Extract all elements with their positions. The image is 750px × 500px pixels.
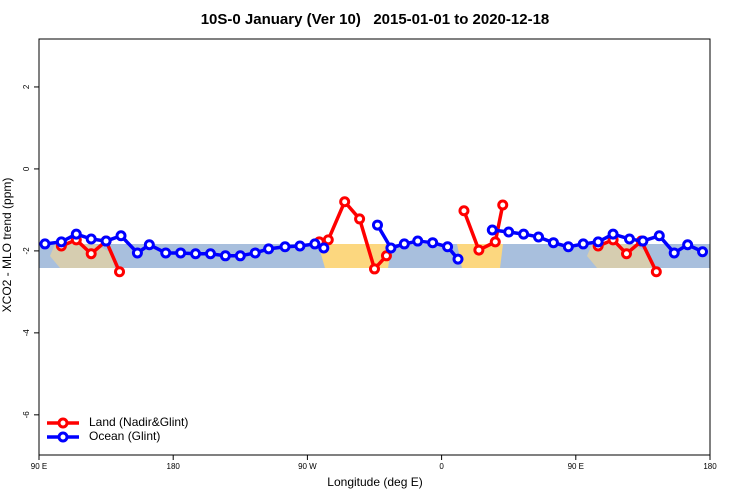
land-patch [457, 244, 503, 268]
data-point [577, 238, 589, 250]
data-point [697, 246, 709, 258]
data-point [427, 237, 439, 249]
data-point [190, 248, 202, 260]
land-patch [50, 244, 115, 268]
data-point [114, 266, 126, 278]
y-tick-label: 0 [22, 166, 31, 171]
data-point [398, 238, 410, 250]
data-point [653, 230, 665, 242]
data-point [682, 239, 694, 251]
data-point [160, 247, 172, 259]
x-tick-label: 180 [167, 462, 181, 471]
data-point [473, 244, 485, 256]
x-tick-label: 90 W [298, 462, 317, 471]
data-point [486, 224, 498, 236]
data-point [623, 233, 635, 245]
data-point [637, 235, 649, 247]
data-point [503, 226, 515, 238]
data-point [533, 231, 545, 243]
data-point [322, 234, 334, 246]
chart-title: 10S-0 January (Ver 10) 2015-01-01 to 202… [201, 11, 550, 28]
data-point [318, 242, 330, 254]
land-patch [587, 244, 652, 268]
legend-marker [57, 431, 69, 443]
x-tick-label: 180 [703, 462, 717, 471]
data-point [70, 228, 82, 240]
data-point [55, 236, 67, 248]
data-point [442, 241, 454, 253]
data-point [339, 196, 351, 208]
legend-label: Land (Nadir&Glint) [89, 415, 188, 429]
data-point [309, 238, 321, 250]
data-point [131, 247, 143, 259]
data-point [452, 253, 464, 265]
data-point [294, 240, 306, 252]
data-point [85, 248, 97, 260]
data-point [143, 239, 155, 251]
data-point [279, 241, 291, 253]
data-point [219, 250, 231, 262]
x-tick-label: 90 E [31, 462, 47, 471]
plot-frame [38, 38, 711, 456]
data-point [668, 247, 680, 259]
data-point [412, 235, 424, 247]
y-tick-label: -4 [22, 329, 31, 337]
data-point [369, 263, 380, 275]
data-point [371, 219, 383, 231]
y-tick-label: -6 [22, 411, 31, 419]
data-point [204, 248, 216, 260]
x-tick-label: 0 [439, 462, 444, 471]
data-point [385, 242, 397, 254]
x-tick-label: 90 E [568, 462, 584, 471]
data-point [354, 213, 366, 225]
data-point [592, 236, 604, 248]
data-point [650, 266, 662, 278]
data-point [263, 243, 275, 255]
y-tick-label: 2 [22, 84, 31, 89]
data-point [39, 238, 51, 250]
data-point [234, 250, 246, 262]
legend-marker [57, 417, 69, 429]
y-tick-label: -2 [22, 247, 31, 255]
data-point [85, 233, 97, 245]
y-axis-title: XCO2 - MLO trend (ppm) [0, 178, 14, 313]
data-point [175, 247, 187, 259]
data-point [380, 250, 392, 262]
data-point [620, 248, 632, 260]
data-point [547, 237, 559, 249]
data-point [458, 205, 470, 217]
data-point [100, 235, 112, 247]
data-point [115, 230, 127, 242]
data-point [562, 241, 574, 253]
data-point [607, 228, 619, 240]
data-point [249, 247, 261, 259]
data-point [489, 236, 501, 248]
data-point [518, 228, 530, 240]
x-axis-title: Longitude (deg E) [327, 475, 422, 489]
data-point [497, 199, 509, 211]
legend-label: Ocean (Glint) [89, 429, 160, 443]
